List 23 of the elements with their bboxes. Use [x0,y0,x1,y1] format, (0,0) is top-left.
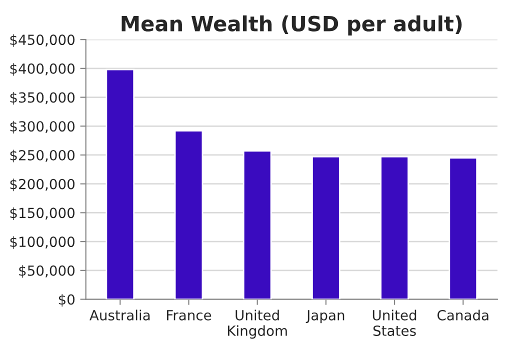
bar [312,156,340,300]
x-tick-label: France [167,310,212,320]
y-tick-label: $150,000 [10,207,75,220]
bar [242,150,272,300]
x-tick-label: Australia [90,310,150,320]
bar [174,130,204,300]
x-tick-label: Canada [437,310,488,320]
x-tick-label: Japan [306,310,344,324]
x-tick-label: United Kingdom [228,310,287,339]
bar [380,156,409,300]
x-tick-label: United States [372,310,416,336]
y-tick-label: $450,000 [10,34,75,47]
y-tick-label: $50,000 [19,265,75,278]
y-tick-label: $350,000 [10,92,75,105]
bar [106,68,135,300]
y-tick-label: $300,000 [10,120,75,134]
chart-title: Mean Wealth (USD per adult) [122,15,462,36]
y-tick-label: $400,000 [10,63,75,76]
y-tick-label: $250,000 [10,150,75,162]
y-tick-label: $200,000 [10,178,75,192]
bar [448,157,478,300]
y-tick-label: $0 [58,294,75,307]
y-tick-label: $100,000 [10,236,75,249]
